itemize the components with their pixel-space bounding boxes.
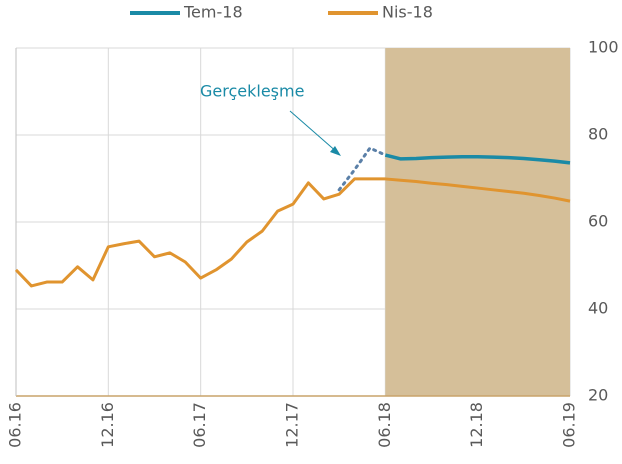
x-tick-label: 12.17 [283,402,302,448]
legend-label: Tem-18 [183,3,243,22]
x-tick-label: 06.16 [6,402,25,448]
annotation-arrow [289,110,339,154]
x-tick-label: 06.19 [560,402,579,448]
x-tick-label: 12.16 [98,402,117,448]
line [14,177,571,288]
x-tick-label: 06.17 [190,402,209,448]
y-tick-label: 40 [588,299,608,318]
line [384,153,571,165]
forecast-region [385,48,570,396]
x-tick-label: 06.18 [375,402,394,448]
dotted-line [337,146,387,192]
legend-label: Nis-18 [382,3,433,22]
y-tick-label: 80 [588,125,608,144]
y-tick-label: 60 [588,212,608,231]
y-tick-label: 100 [588,38,619,57]
y-tick-label: 20 [588,386,608,405]
annotation: Gerçekleşme [200,82,304,101]
x-tick-label: 12.18 [467,402,486,448]
annotation-arrowhead [330,146,341,156]
